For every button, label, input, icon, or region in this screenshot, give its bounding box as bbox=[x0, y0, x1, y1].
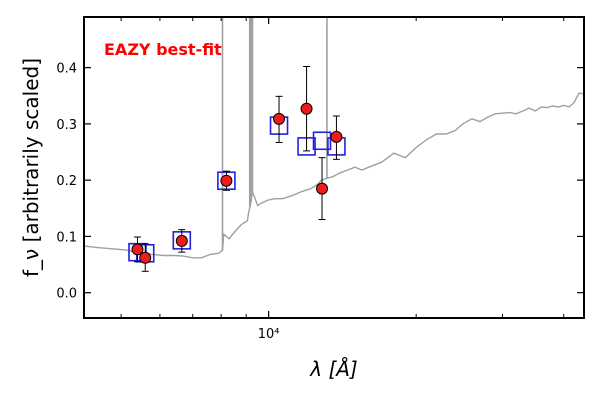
model-flux-square bbox=[312, 131, 332, 151]
y-tick-label: 0.4 bbox=[56, 62, 77, 77]
observed-flux-point bbox=[220, 174, 233, 187]
plot-frame bbox=[83, 16, 585, 319]
y-tick-label: 0.1 bbox=[56, 230, 77, 245]
x-axis-title: λ [Å] bbox=[309, 357, 357, 381]
observed-flux-point bbox=[300, 102, 313, 115]
plot-clipped-group bbox=[84, 17, 584, 272]
axis-ticks: 0.0 0.1 0.2 0.3 0.4 10⁴ bbox=[56, 17, 584, 342]
observed-flux-point bbox=[139, 251, 152, 264]
eazy-best-fit-label: EAZY best-fit bbox=[104, 40, 222, 59]
observed-flux-point bbox=[131, 243, 144, 256]
y-tick-label: 0.3 bbox=[56, 118, 77, 133]
y-tick-label: 0.0 bbox=[56, 287, 77, 302]
observed-flux-point bbox=[175, 234, 188, 247]
y-axis-title: f_ν [arbitrarily scaled] bbox=[19, 58, 43, 277]
observed-flux-point bbox=[316, 182, 329, 195]
y-tick-label: 0.2 bbox=[56, 174, 77, 189]
x-tick-label: 10⁴ bbox=[258, 327, 280, 342]
observed-flux-point bbox=[330, 130, 343, 143]
observed-flux-point bbox=[273, 112, 286, 125]
best-fit-sed-line bbox=[84, 92, 584, 259]
plot-area bbox=[84, 17, 584, 272]
